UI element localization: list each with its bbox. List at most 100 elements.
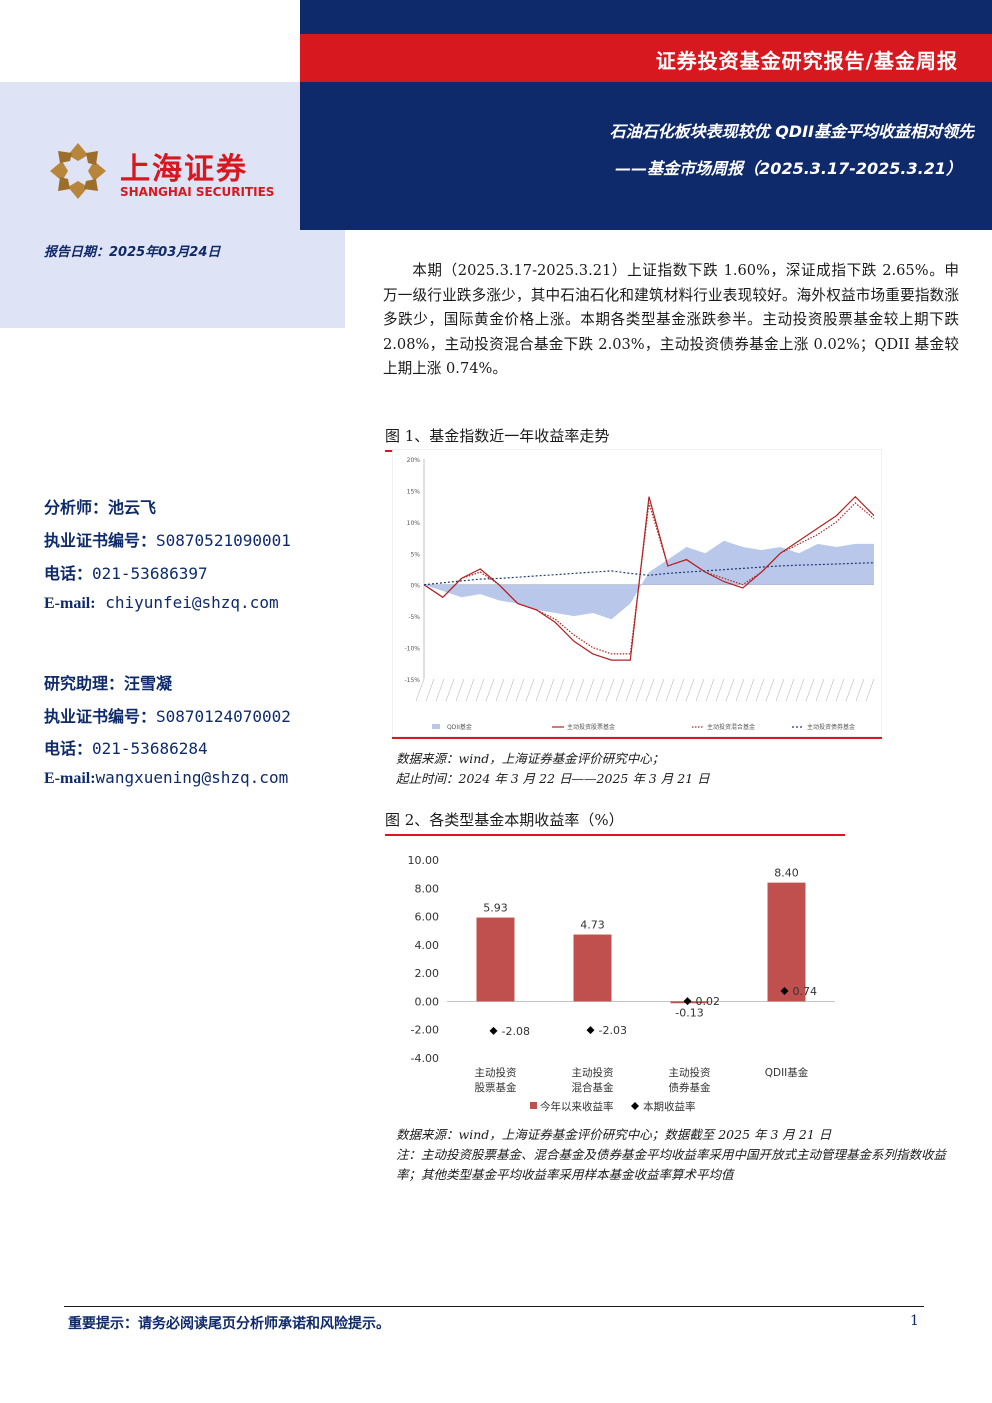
chart-2-legend-item: 本期收益率 <box>631 1100 696 1113</box>
chart-1-x-tick <box>425 678 435 702</box>
legend-label: 主动投资混合基金 <box>707 723 755 731</box>
legend-label: 主动投资债券基金 <box>807 723 855 731</box>
marker-data-label: -2.03 <box>599 1024 627 1037</box>
figure-1-title: 图 1、基金指数近一年收益率走势 <box>385 425 845 452</box>
chart-1-x-tick <box>655 678 665 702</box>
chart-1-x-tick <box>865 678 875 702</box>
chart-1-x-tick <box>495 678 505 702</box>
analyst-2-email: E-mail:wangxuening@shzq.com <box>44 768 289 787</box>
chart-2-y-tick-label: 0.00 <box>415 995 440 1008</box>
footer-notice: 重要提示：请务必阅读尾页分析师承诺和风险提示。 <box>68 1316 390 1332</box>
bar-data-label: -0.13 <box>675 1006 703 1019</box>
chart-1-x-tick <box>825 678 835 702</box>
marker-period-return <box>780 986 789 995</box>
bar-ytd-return <box>573 934 612 1002</box>
chart-1-y-tick-label: 0% <box>410 583 420 590</box>
legend-label: 今年以来收益率 <box>540 1100 614 1113</box>
marker-period-return <box>489 1026 498 1035</box>
chart-1-x-tick <box>745 678 755 702</box>
date-panel <box>0 230 345 328</box>
chart-1-x-tick <box>775 678 785 702</box>
report-title: 石油石化板块表现较优 QDII基金平均收益相对领先 <box>609 122 974 141</box>
chart-1-x-tick <box>445 678 455 702</box>
chart-1-x-tick <box>845 678 855 702</box>
chart-1-x-tick <box>575 678 585 702</box>
chart-2-category-label: 主动投资 <box>475 1066 517 1079</box>
chart-2-category-label: 主动投资 <box>572 1066 614 1079</box>
summary-paragraph: 本期（2025.3.17-2025.3.21）上证指数下跌 1.60%，深证成指… <box>383 262 959 377</box>
chart-2-y-tick-label: -2.00 <box>411 1024 439 1037</box>
analyst-1-phone: 电话：021-53686397 <box>44 564 208 583</box>
legend-swatch <box>432 724 440 729</box>
chart-1-x-tick <box>675 678 685 702</box>
chart-1-x-tick <box>645 678 655 702</box>
figure-1-chart: 20% 15% 10% 5% 0% -5% -10% -15% QDII基金 主动投资股票基金 主动… <box>391 448 883 739</box>
chart-1-x-tick <box>855 678 865 702</box>
chart-2-category-label: 混合基金 <box>572 1081 614 1094</box>
figure-1-source: 数据来源：wind，上海证券基金评价研究中心； 起止时间：2024 年 3 月 … <box>396 749 710 789</box>
figure-2-title: 图 2、各类型基金本期收益率（%） <box>385 809 845 836</box>
chart-1-x-tick <box>735 678 745 702</box>
chart-1-x-tick <box>565 678 575 702</box>
chart-1-y-tick-label: -5% <box>408 614 420 621</box>
chart-1-y-tick-label: 20% <box>407 457 421 464</box>
legend-swatch <box>631 1102 639 1110</box>
series-line-3 <box>423 562 875 586</box>
marker-data-label: 0.02 <box>696 995 721 1008</box>
chart-2-category-label: QDII基金 <box>765 1066 809 1079</box>
chart-1-x-tick <box>785 678 795 702</box>
chart-1-x-tick <box>805 678 815 702</box>
bar-data-label: 4.73 <box>580 919 605 932</box>
page-number: 1 <box>910 1313 919 1329</box>
bar-data-label: 5.93 <box>483 902 508 915</box>
chart-1-x-tick <box>415 678 425 702</box>
company-name-en: SHANGHAI SECURITIES <box>120 185 275 199</box>
chart-1-x-tick <box>765 678 775 702</box>
chart-1-x-tick <box>585 678 595 702</box>
report-subtitle: ——基金市场周报（2025.3.17-2025.3.21） <box>615 159 962 178</box>
analyst-1-email: E-mail: chiyunfei@shzq.com <box>44 593 279 612</box>
analyst-2-phone: 电话：021-53686284 <box>44 739 208 758</box>
chart-1-y-tick-label: -10% <box>404 646 420 653</box>
analyst-2-cert: 执业证书编号：S0870124070002 <box>44 707 291 726</box>
chart-1-x-tick <box>525 678 535 702</box>
chart-1-x-tick <box>695 678 705 702</box>
analyst-2-name: 研究助理：汪雪凝 <box>44 674 173 693</box>
legend-label: 本期收益率 <box>643 1100 696 1113</box>
chart-2-category-label: 债券基金 <box>669 1081 711 1094</box>
series-area-qdii <box>424 540 874 620</box>
header-top-band <box>300 0 992 34</box>
chart-1-y-tick-label: -15% <box>404 677 420 684</box>
chart-1-x-tick <box>475 678 485 702</box>
chart-1-x-tick <box>455 678 465 702</box>
chart-2-y-tick-label: 8.00 <box>415 882 440 895</box>
header-title-band <box>300 82 992 230</box>
logo-panel <box>0 82 300 230</box>
chart-1-x-tick <box>725 678 735 702</box>
figure-1-source-line: 数据来源：wind，上海证券基金评价研究中心； <box>396 751 665 766</box>
figure-1-period: 起止时间：2024 年 3 月 22 日——2025 年 3 月 21 日 <box>396 771 710 786</box>
chart-1-x-tick <box>685 678 695 702</box>
chart-1-x-tick <box>515 678 525 702</box>
header-red-band <box>300 34 992 82</box>
chart-1-y-tick-label: 10% <box>407 520 421 527</box>
chart-1-x-tick <box>615 678 625 702</box>
report-series-label: 证券投资基金研究报告/基金周报 <box>655 49 958 73</box>
analyst-1-name: 分析师：池云飞 <box>44 498 157 517</box>
figure-2-note: 注：主动投资股票基金、混合基金及债券基金平均收益率采用中国开放式主动管理基金系列… <box>396 1147 947 1182</box>
company-logo-icon <box>50 143 106 199</box>
chart-1-x-tick <box>505 678 515 702</box>
chart-2-legend-item: 今年以来收益率 <box>530 1100 614 1113</box>
bar-ytd-return <box>476 917 515 1002</box>
marker-data-label: 0.74 <box>793 985 818 998</box>
chart-1-x-tick <box>715 678 725 702</box>
chart-1-x-tick <box>705 678 715 702</box>
chart-1-x-tick <box>635 678 645 702</box>
legend-label: QDII基金 <box>447 723 472 731</box>
chart-1-x-tick <box>835 678 845 702</box>
chart-1-legend-item: 主动投资混合基金 <box>692 723 755 731</box>
company-name-cn: 上海证券 <box>120 152 248 187</box>
figure-2-source-line: 数据来源：wind，上海证券基金评价研究中心；数据截至 2025 年 3 月 2… <box>396 1127 832 1142</box>
analyst-1-cert: 执业证书编号：S0870521090001 <box>44 531 291 550</box>
bar-data-label: 8.40 <box>774 867 799 880</box>
